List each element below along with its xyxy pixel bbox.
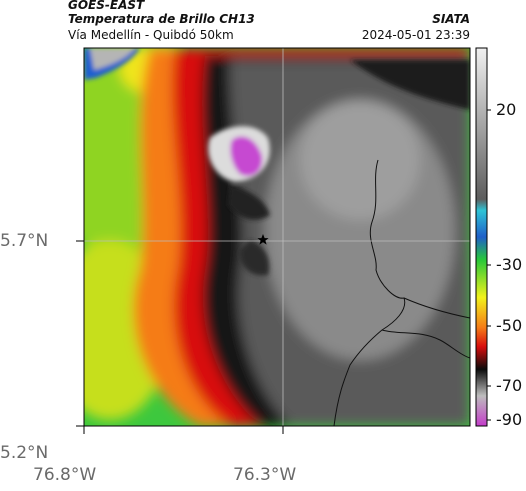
plot-frame [83, 47, 471, 427]
colorbar-tick-label: -30 [496, 255, 523, 274]
map-plot-area [84, 48, 470, 426]
outer-axis-ticks [76, 240, 284, 434]
location-star-icon [257, 234, 269, 245]
product-title: Temperatura de Brillo CH13 [68, 12, 255, 26]
timestamp-label: 2024-05-01 23:39 [361, 28, 470, 42]
colorbar-tick-label: -70 [496, 376, 523, 395]
colorbar [475, 47, 491, 427]
lon-tick-label: 76.3°W [233, 465, 297, 485]
agency-label: SIATA [432, 12, 470, 26]
colorbar-tick-label: -90 [496, 410, 523, 429]
borders [333, 159, 470, 426]
grid-lines [84, 48, 470, 426]
lat-tick-label: 5.2°N [0, 443, 49, 463]
route-subtitle: Vía Medellín - Quibdó 50km [68, 28, 234, 42]
lat-tick-label: 5.7°N [0, 231, 49, 251]
lon-tick-label: 76.8°W [33, 465, 97, 485]
satellite-name: GOES-EAST [68, 0, 145, 12]
colorbar-tick-label: -50 [496, 316, 523, 335]
colorbar-tick-label: 20 [496, 100, 517, 119]
